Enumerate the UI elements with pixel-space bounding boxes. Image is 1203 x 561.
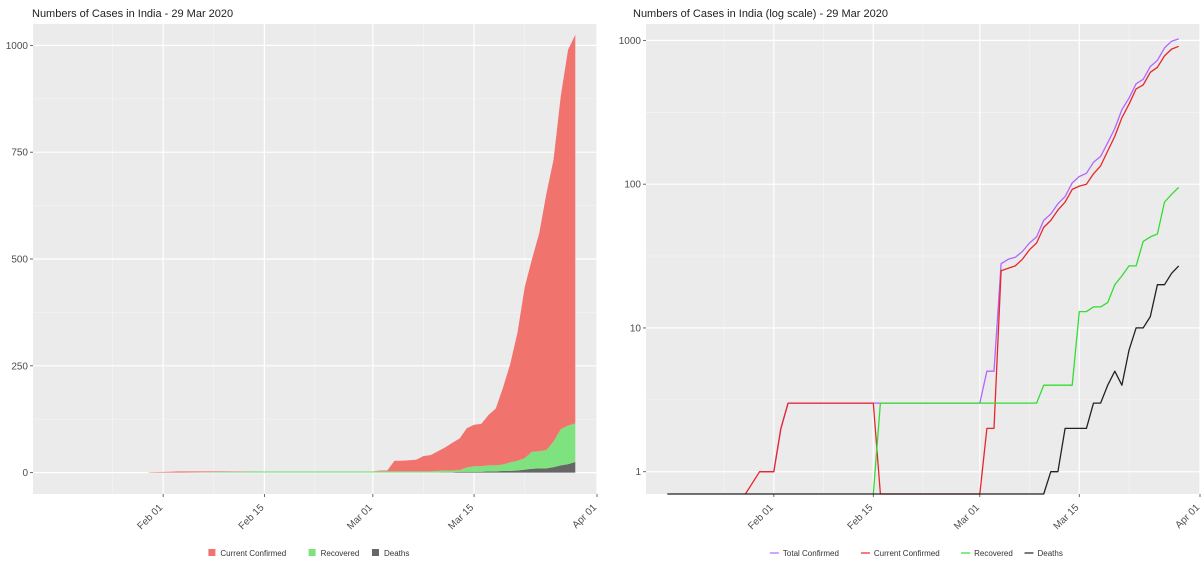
y-tick-label: 1000 [6,41,29,52]
y-tick-label: 1000 [619,36,642,47]
chart-panel-log: Numbers of Cases in India (log scale) - … [603,0,1203,561]
legend-swatch [372,549,379,556]
x-tick-label: Mar 15 [446,502,476,532]
area-chart: 0 250 500 750 1000 Feb 01 Feb 15 Mar 01 Mar 15 Ap… [0,0,600,561]
y-tick-label: 500 [11,255,28,266]
line-chart-log: 1 10 100 1000 Feb 01 Feb 15 Mar 01 Mar 15 Apr 01… [603,0,1203,561]
y-tick-label: 0 [22,468,28,479]
x-tick-label: Apr 01 [1174,502,1203,531]
x-tick-label: Feb 15 [237,502,267,532]
legend-label: Total Confirmed [783,549,839,558]
x-tick-label: Mar 15 [1052,502,1082,532]
legend-label: Deaths [384,549,409,558]
x-tick-label: Feb 01 [135,502,165,532]
legend-label: Recovered [974,549,1013,558]
legend-label: Recovered [321,549,360,558]
legend-swatch [309,549,316,556]
legend-label: Current Confirmed [874,549,940,558]
chart-panel-linear: Numbers of Cases in India - 29 Mar 2020 … [0,0,600,561]
y-tick-label: 10 [630,323,642,334]
x-tick-label: Feb 15 [846,502,876,532]
y-tick-label: 250 [11,361,28,372]
y-tick-label: 1 [635,467,641,478]
legend-label: Current Confirmed [220,549,286,558]
legend-label: Deaths [1038,549,1063,558]
y-tick-label: 750 [11,148,28,159]
x-tick-label: Mar 01 [952,502,982,532]
x-tick-label: Mar 01 [345,502,375,532]
x-tick-label: Feb 01 [746,502,776,532]
x-tick-label: Apr 01 [571,502,600,531]
y-tick-label: 100 [624,180,641,191]
legend-swatch [208,549,215,556]
